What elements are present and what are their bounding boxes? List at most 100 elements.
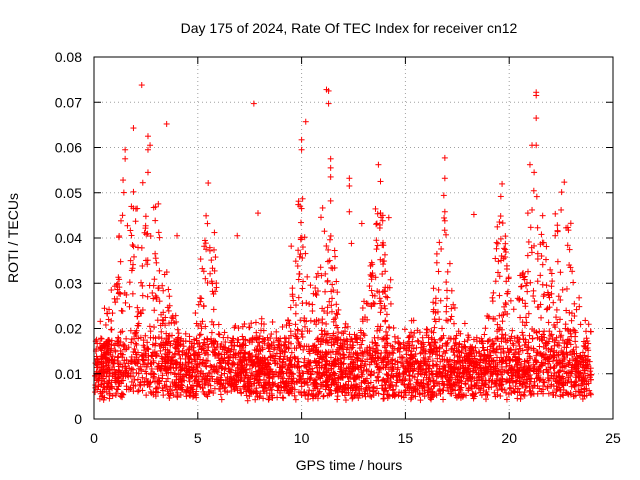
data-point <box>290 297 297 304</box>
data-point <box>346 331 353 338</box>
data-point <box>443 279 450 286</box>
data-point <box>551 363 558 370</box>
data-point <box>304 327 311 334</box>
data-point <box>567 341 574 348</box>
data-point <box>321 331 328 338</box>
data-point <box>134 313 141 320</box>
data-point <box>102 321 109 328</box>
data-point <box>534 278 541 285</box>
data-point <box>129 265 136 272</box>
data-point <box>498 312 505 319</box>
data-point <box>147 328 154 335</box>
data-point <box>502 233 509 240</box>
data-point <box>292 310 299 317</box>
data-point <box>134 388 141 395</box>
data-point <box>502 301 509 308</box>
data-point <box>430 285 437 292</box>
data-point <box>545 319 552 326</box>
data-point <box>322 288 329 295</box>
data-point <box>130 366 137 373</box>
data-point <box>142 213 149 220</box>
data-point <box>329 295 336 302</box>
data-point <box>235 350 242 357</box>
data-point <box>352 375 359 382</box>
data-point <box>201 237 208 244</box>
data-point <box>376 221 383 228</box>
data-point <box>127 257 134 264</box>
data-point <box>543 306 550 313</box>
data-point <box>130 243 137 250</box>
data-point <box>361 332 368 339</box>
data-point <box>494 335 501 342</box>
data-point <box>485 337 492 344</box>
data-point <box>165 307 172 314</box>
data-point <box>225 365 232 372</box>
data-point <box>552 210 559 217</box>
data-point <box>212 254 219 261</box>
data-point <box>499 318 506 325</box>
data-point <box>410 367 417 374</box>
data-point <box>548 283 555 290</box>
data-point <box>566 262 573 269</box>
data-point <box>304 273 311 280</box>
data-point <box>345 378 352 385</box>
data-point <box>522 314 529 321</box>
data-point <box>303 318 310 325</box>
data-point <box>377 300 384 307</box>
data-point <box>439 325 446 332</box>
data-point <box>115 353 122 360</box>
data-point <box>297 251 304 258</box>
data-point <box>519 319 526 326</box>
data-point <box>111 295 118 302</box>
data-point <box>424 326 431 333</box>
data-point <box>340 352 347 359</box>
data-point <box>324 358 331 365</box>
data-point <box>406 377 413 384</box>
data-point <box>573 344 580 351</box>
data-point <box>211 246 218 253</box>
data-point <box>585 353 592 360</box>
data-point <box>530 187 537 194</box>
data-point <box>211 344 218 351</box>
data-point <box>167 383 174 390</box>
data-point <box>255 210 262 217</box>
data-point <box>507 346 514 353</box>
data-point <box>496 219 503 226</box>
data-point <box>274 360 281 367</box>
data-point <box>153 259 160 266</box>
data-point <box>547 332 554 339</box>
data-point <box>563 285 570 292</box>
data-point <box>289 293 296 300</box>
data-point <box>228 387 235 394</box>
data-point <box>218 396 225 403</box>
data-point <box>587 328 594 335</box>
data-point <box>538 253 545 260</box>
data-point <box>149 349 156 356</box>
data-point <box>171 337 178 344</box>
x-tick-label: 0 <box>90 430 98 446</box>
data-point <box>93 377 100 384</box>
data-point <box>205 370 212 377</box>
data-point <box>550 299 557 306</box>
data-point <box>239 333 246 340</box>
data-point <box>204 220 211 227</box>
data-point <box>438 335 445 342</box>
data-point <box>378 305 385 312</box>
data-point <box>327 155 334 162</box>
data-point <box>534 304 541 311</box>
data-point <box>324 304 331 311</box>
data-point <box>152 203 159 210</box>
data-point <box>576 303 583 310</box>
data-point <box>430 308 437 315</box>
data-point <box>156 234 163 241</box>
data-point <box>144 293 151 300</box>
data-point <box>133 327 140 334</box>
data-point <box>443 303 450 310</box>
x-tick-label: 10 <box>294 430 310 446</box>
data-point <box>109 310 116 317</box>
data-point <box>379 271 386 278</box>
data-point <box>155 334 162 341</box>
data-point <box>547 266 554 273</box>
data-point <box>382 305 389 312</box>
data-point <box>292 321 299 328</box>
